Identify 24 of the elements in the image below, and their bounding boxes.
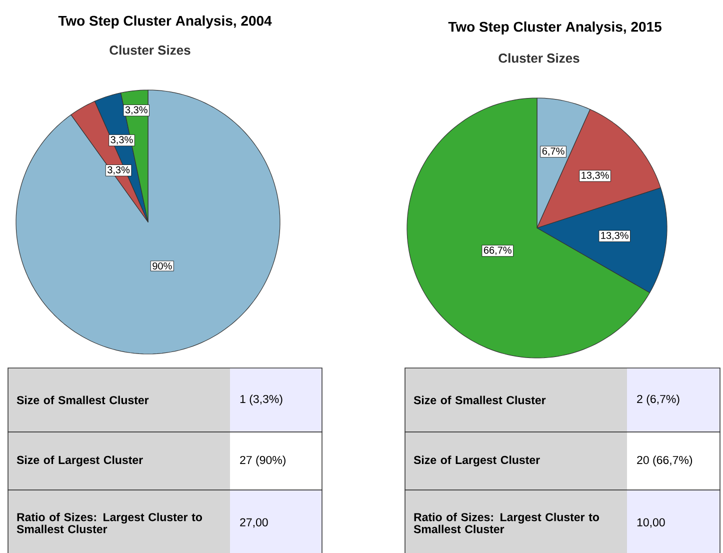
data-label: 13,3% [601, 232, 628, 240]
text: Ratio of Sizes: Largest Cluster to Smallest Cluster [16, 512, 202, 534]
text: Size of Largest Cluster [16, 456, 143, 466]
text: 27 (90%) [240, 456, 286, 466]
text: 1 (3,3%) [240, 394, 282, 406]
chart-subtitle: Cluster Sizes [498, 53, 580, 63]
data-label: 90% [152, 262, 172, 270]
data-label: 6,7% [542, 148, 564, 156]
text: Size of Smallest Cluster [414, 396, 546, 404]
data-label: 3,3% [110, 136, 133, 144]
text: 20 (66,7%) [637, 456, 692, 466]
chart-title: Two Step Cluster Analysis, 2004 [58, 15, 272, 29]
text: 27,00 [240, 518, 268, 528]
data-label: 3,3% [125, 106, 148, 115]
data-label: 3,3% [108, 166, 130, 175]
text: Ratio of Sizes: Largest Cluster to Smallest Cluster [414, 512, 600, 534]
text: Size of Smallest Cluster [16, 396, 149, 404]
chart-subtitle: Cluster Sizes [110, 45, 190, 55]
chart-title: Two Step Cluster Analysis, 2015 [448, 21, 662, 35]
text: 10,00 [637, 518, 665, 528]
data-label: 13,3% [582, 172, 609, 180]
text: Size of Largest Cluster [414, 456, 540, 466]
data-label: 66,7% [484, 246, 512, 255]
text: 2 (6,7%) [637, 394, 680, 406]
